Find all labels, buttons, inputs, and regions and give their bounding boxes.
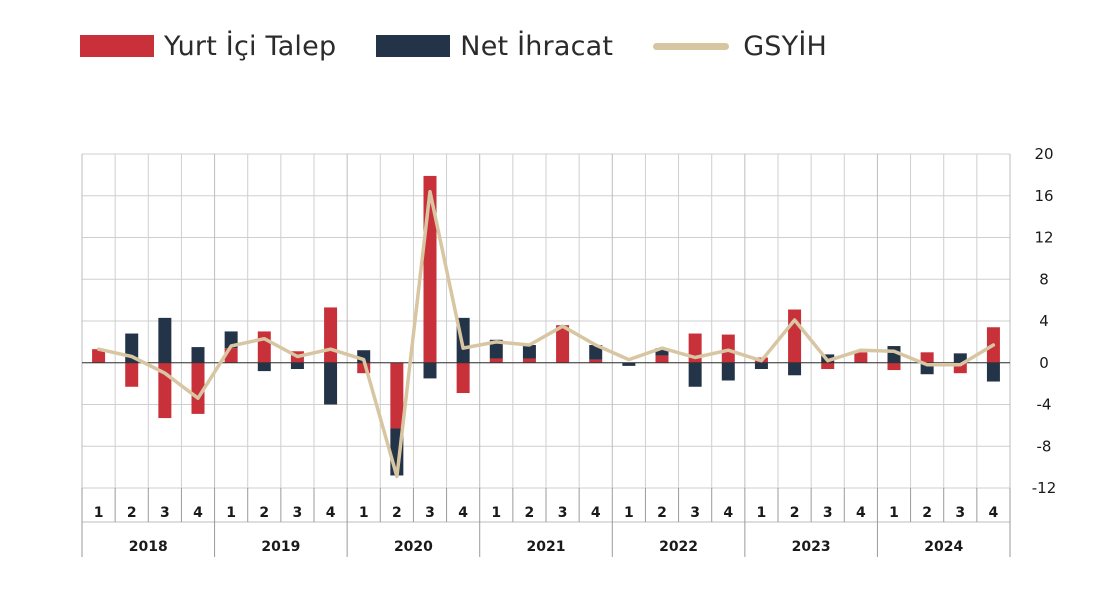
bar-yurt-ici-talep <box>854 352 868 363</box>
bar-net-ihracat <box>920 362 934 375</box>
bar-net-ihracat <box>953 353 967 363</box>
legend-label-gsyih: GSYİH <box>743 30 828 62</box>
x-tick-quarter: 4 <box>856 505 866 521</box>
x-tick-quarter: 2 <box>657 505 667 521</box>
x-tick-quarter: 1 <box>624 505 634 521</box>
bar-net-ihracat <box>721 362 735 381</box>
bar-net-ihracat <box>788 362 802 376</box>
bar-net-ihracat <box>522 345 536 359</box>
x-tick-quarter: 4 <box>989 505 999 521</box>
x-tick-quarter: 4 <box>458 505 468 521</box>
x-tick-quarter: 2 <box>922 505 932 521</box>
bar-yurt-ici-talep <box>655 355 669 363</box>
legend-item-net-ihracat: Net İhracat <box>376 31 613 62</box>
x-tick-quarter: 3 <box>160 505 170 521</box>
bar-yurt-ici-talep <box>456 362 470 394</box>
y-tick-label: 20 <box>1034 145 1053 163</box>
x-tick-quarter: 3 <box>558 505 568 521</box>
bar-yurt-ici-talep <box>821 362 835 370</box>
chart-legend: Yurt İçi Talep Net İhracat GSYİH <box>80 28 867 64</box>
x-tick-quarter: 3 <box>425 505 435 521</box>
y-tick-label: 16 <box>1034 187 1053 205</box>
y-tick-label: 12 <box>1034 229 1053 247</box>
x-tick-quarter: 3 <box>823 505 833 521</box>
bar-net-ihracat <box>423 362 437 379</box>
bar-net-ihracat <box>290 362 304 370</box>
x-tick-quarter: 2 <box>790 505 800 521</box>
bar-net-ihracat <box>986 362 1000 382</box>
bar-yurt-ici-talep <box>920 352 934 363</box>
bar-net-ihracat <box>688 362 702 387</box>
line-gsyih <box>96 189 996 479</box>
x-tick-quarter: 2 <box>392 505 402 521</box>
bar-yurt-ici-talep <box>489 358 503 363</box>
y-tick-label: 4 <box>1039 312 1049 330</box>
x-tick-quarter: 1 <box>359 505 369 521</box>
y-tick-label: -8 <box>1037 437 1052 455</box>
x-tick-quarter: 1 <box>94 505 104 521</box>
bar-yurt-ici-talep <box>324 307 338 363</box>
y-tick-label: 0 <box>1039 354 1049 372</box>
bar-net-ihracat <box>257 362 271 372</box>
bar-net-ihracat <box>191 347 205 363</box>
bar-yurt-ici-talep <box>92 349 106 363</box>
x-tick-year: 2022 <box>659 539 698 555</box>
x-tick-year: 2023 <box>792 539 831 555</box>
bar-net-ihracat <box>655 348 669 356</box>
x-tick-quarter: 2 <box>259 505 269 521</box>
x-tick-quarter: 1 <box>889 505 899 521</box>
legend-label-yurt-ici-talep: Yurt İçi Talep <box>164 30 337 62</box>
x-tick-quarter: 4 <box>193 505 203 521</box>
legend-swatch-yurt-ici-talep <box>80 35 154 57</box>
x-tick-quarter: 3 <box>690 505 700 521</box>
x-tick-quarter: 1 <box>757 505 767 521</box>
bar-yurt-ici-talep <box>357 362 371 374</box>
bar-yurt-ici-talep <box>257 331 271 363</box>
bar-yurt-ici-talep <box>589 359 603 363</box>
bar-yurt-ici-talep <box>953 362 967 374</box>
legend-swatch-gsyih <box>653 42 730 50</box>
bar-net-ihracat <box>754 362 768 370</box>
x-tick-quarter: 1 <box>226 505 236 521</box>
legend-swatch-net-ihracat <box>376 35 451 57</box>
bar-net-ihracat <box>489 339 503 359</box>
y-tick-label: -4 <box>1037 396 1052 414</box>
bar-yurt-ici-talep <box>390 362 404 429</box>
bar-net-ihracat <box>158 317 172 363</box>
y-tick-label: -12 <box>1032 479 1057 497</box>
bar-net-ihracat <box>324 362 338 405</box>
x-tick-year: 2020 <box>394 539 433 555</box>
legend-item-gsyih: GSYİH <box>653 31 827 62</box>
x-tick-year: 2018 <box>129 539 168 555</box>
bar-yurt-ici-talep <box>191 362 205 414</box>
bar-net-ihracat <box>622 362 636 366</box>
bar-yurt-ici-talep <box>788 309 802 363</box>
legend-label-net-ihracat: Net İhracat <box>460 30 614 62</box>
x-tick-quarter: 1 <box>491 505 501 521</box>
x-tick-quarter: 4 <box>326 505 336 521</box>
x-tick-quarter: 4 <box>723 505 733 521</box>
x-tick-quarter: 2 <box>525 505 535 521</box>
bar-yurt-ici-talep <box>125 362 139 387</box>
x-tick-quarter: 3 <box>293 505 303 521</box>
legend-item-yurt-ici-talep: Yurt İçi Talep <box>80 31 336 62</box>
x-tick-quarter: 3 <box>955 505 965 521</box>
bar-yurt-ici-talep <box>887 362 901 371</box>
bar-yurt-ici-talep <box>522 358 536 363</box>
x-tick-year: 2021 <box>527 539 566 555</box>
x-tick-year: 2024 <box>924 539 963 555</box>
x-tick-quarter: 4 <box>591 505 601 521</box>
bar-net-ihracat <box>589 345 603 360</box>
x-tick-year: 2019 <box>261 539 300 555</box>
bar-yurt-ici-talep <box>556 325 570 363</box>
x-tick-quarter: 2 <box>127 505 137 521</box>
y-tick-label: 8 <box>1039 270 1049 288</box>
